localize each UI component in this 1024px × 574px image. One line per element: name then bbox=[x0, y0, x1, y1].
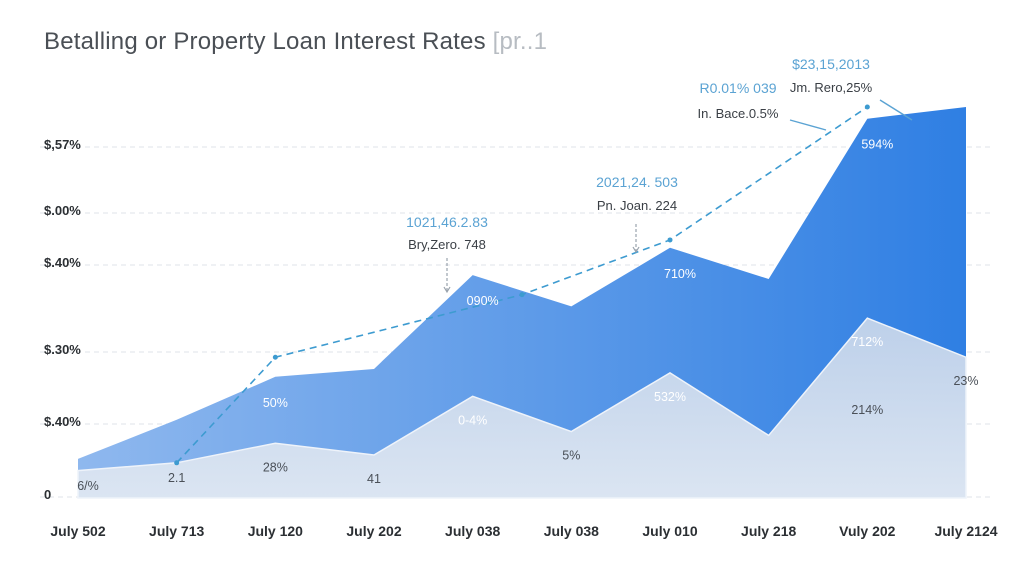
chart-title-faded: [pr..1 bbox=[492, 28, 548, 55]
data-label-lower: 532% bbox=[654, 390, 686, 404]
chart-title-main: Betalling or Property Loan Interest Rate… bbox=[44, 28, 493, 55]
data-label-upper: 594% bbox=[861, 138, 893, 152]
data-label-extra: 214% bbox=[851, 403, 883, 417]
x-tick-label: July 502 bbox=[50, 523, 105, 539]
annotation-arrowhead bbox=[443, 286, 451, 294]
data-label-lower: 6/% bbox=[77, 479, 99, 493]
y-tick-label: $.40% bbox=[44, 414, 81, 429]
x-tick-label: July 713 bbox=[149, 523, 204, 539]
annotation-pointer bbox=[789, 119, 827, 131]
x-tick-label: July 038 bbox=[445, 523, 500, 539]
x-tick-label: Vuly 202 bbox=[839, 523, 896, 539]
data-label-lower: 2.1 bbox=[168, 471, 185, 485]
y-tick-label: $.30% bbox=[44, 342, 81, 357]
trend-point bbox=[864, 104, 870, 110]
data-label-lower: 712% bbox=[851, 335, 883, 349]
trend-point bbox=[667, 237, 673, 243]
annotation-pointer bbox=[879, 99, 913, 121]
x-tick-label: July 202 bbox=[346, 523, 401, 539]
annotation-note: In. Bace.0.5% bbox=[698, 106, 779, 121]
annotation-note: Pn. Joan. 224 bbox=[597, 198, 677, 213]
x-tick-label: July 2124 bbox=[934, 523, 997, 539]
annotation-value: R0.01% 039 bbox=[699, 80, 776, 96]
annotation-value: 2021,24. 503 bbox=[596, 174, 678, 190]
chart-title: Betalling or Property Loan Interest Rate… bbox=[44, 28, 547, 56]
x-tick-label: July 120 bbox=[248, 523, 303, 539]
x-tick-label: July 010 bbox=[642, 523, 697, 539]
y-tick-label: $.00% bbox=[44, 203, 81, 218]
data-label-upper: 090% bbox=[467, 294, 499, 308]
x-tick-label: July 218 bbox=[741, 523, 796, 539]
y-tick-label: $.40% bbox=[44, 255, 81, 270]
annotation-arrowhead bbox=[632, 246, 640, 254]
annotation-note: Jm. Rero,25% bbox=[790, 80, 873, 95]
y-tick-label: $,57% bbox=[44, 137, 81, 152]
trend-point bbox=[174, 460, 180, 466]
y-tick-label: 0 bbox=[44, 487, 51, 502]
annotation-note: Bry,Zero. 748 bbox=[408, 237, 486, 252]
data-label-upper: 50% bbox=[263, 396, 288, 410]
data-label-lower: 0-4% bbox=[458, 413, 487, 427]
data-label-lower: 28% bbox=[263, 460, 288, 474]
annotation-value: $23,15,2013 bbox=[792, 56, 870, 72]
annotation-value: 1021,46.2.83 bbox=[406, 214, 488, 230]
data-label-lower: 5% bbox=[562, 449, 580, 463]
x-tick-label: July 038 bbox=[544, 523, 599, 539]
data-label-lower: 23% bbox=[953, 374, 978, 388]
data-label-upper: 710% bbox=[664, 267, 696, 281]
trend-point bbox=[519, 292, 525, 298]
data-label-lower: 41 bbox=[367, 472, 381, 486]
area-series-upper bbox=[78, 107, 966, 498]
trend-point bbox=[272, 354, 278, 360]
